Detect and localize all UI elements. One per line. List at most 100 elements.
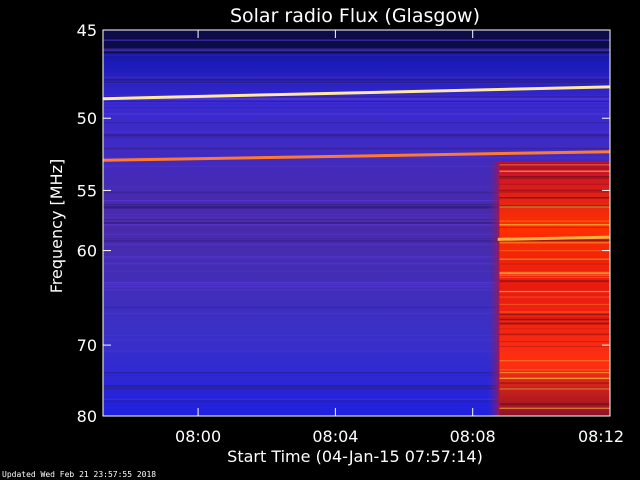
emission-line: [497, 235, 611, 241]
emission-line: [102, 85, 611, 101]
burst-stripe: [499, 382, 610, 384]
burst-stripe: [499, 290, 610, 293]
stripe: [103, 95, 610, 96]
stripe: [103, 122, 610, 124]
stripe: [103, 220, 610, 222]
burst-stripe: [499, 271, 610, 274]
stripe: [103, 98, 610, 100]
burst-stripe: [499, 206, 610, 208]
burst-stripe: [499, 258, 610, 261]
stripe: [103, 400, 610, 401]
stripe: [103, 222, 610, 224]
stripe: [103, 95, 610, 97]
burst-stripe: [499, 317, 610, 319]
burst-stripe: [499, 303, 610, 305]
burst-stripe: [499, 319, 610, 321]
burst-stripe: [499, 190, 610, 192]
stripe: [103, 339, 610, 341]
stripe: [103, 165, 610, 167]
spectrogram-stripes: [103, 39, 610, 403]
burst-stripe: [499, 388, 610, 390]
burst-stripe: [499, 280, 610, 282]
y-axis-label: Frequency [MHz]: [47, 159, 66, 293]
stripe: [103, 147, 610, 150]
stripe: [103, 244, 610, 246]
y-tick-label: 55: [77, 181, 97, 200]
burst-stripe: [499, 407, 610, 410]
stripe: [103, 223, 610, 226]
x-tick-label: 08:12: [578, 427, 624, 446]
stripe: [103, 199, 610, 202]
stripe: [103, 335, 610, 336]
stripe: [103, 233, 610, 235]
burst-stripe: [499, 259, 610, 261]
x-tick-label: 08:08: [450, 427, 496, 446]
stripe: [103, 206, 610, 209]
burst-stripe: [499, 239, 610, 242]
burst-stripe: [499, 322, 610, 324]
burst-stripe: [499, 275, 610, 276]
burst-stripe: [499, 341, 610, 343]
burst-stripe: [499, 372, 610, 374]
y-tick-label: 60: [77, 242, 97, 261]
stripe: [103, 312, 610, 314]
burst-stripe: [499, 197, 610, 199]
chart-title: Solar radio Flux (Glasgow): [230, 5, 480, 27]
burst-stripe: [499, 323, 610, 325]
stripe: [103, 79, 610, 81]
stripe: [103, 76, 610, 79]
stripe: [103, 50, 610, 52]
stripe: [103, 262, 610, 265]
burst-edge: [487, 161, 502, 416]
burst-stripe: [499, 311, 610, 313]
burst-stripe: [499, 168, 610, 170]
stripe: [103, 199, 610, 202]
burst-stripe: [499, 183, 610, 185]
stripe: [103, 206, 610, 208]
updated-timestamp: Updated Wed Feb 21 23:57:55 2018: [2, 470, 156, 479]
stripe: [103, 284, 610, 286]
stripe: [103, 237, 610, 239]
stripe: [103, 283, 610, 286]
burst-stripe: [499, 166, 610, 168]
burst-stripe: [499, 328, 610, 330]
burst-stripe: [499, 191, 610, 193]
stripe: [103, 350, 610, 352]
burst-stripe: [499, 280, 610, 283]
burst-stripe: [499, 177, 610, 179]
stripe: [103, 54, 610, 56]
stripe: [103, 107, 610, 109]
burst-stripe: [499, 313, 610, 316]
burst-stripe: [499, 333, 610, 336]
stripe: [103, 101, 610, 102]
burst-stripe: [499, 407, 610, 409]
stripe: [103, 270, 610, 273]
burst-stripe: [499, 164, 610, 166]
y-tick-label: 80: [77, 407, 97, 426]
x-axis: 08:00 08:04 08:08 08:12: [175, 30, 624, 446]
stripe: [103, 157, 610, 159]
burst-stripe: [499, 276, 610, 278]
burst-stripe: [499, 250, 610, 252]
burst-stripe: [499, 224, 610, 226]
y-axis: 45 50 55 60 70 80: [77, 21, 610, 426]
emission-line: [102, 150, 611, 162]
burst-stripe: [499, 176, 610, 178]
burst-stripe: [499, 170, 610, 172]
stripe: [103, 214, 610, 216]
stripe: [103, 284, 610, 286]
burst-stripe: [499, 346, 610, 347]
stripe: [103, 237, 610, 240]
burst-stripe: [499, 224, 610, 225]
stripe: [103, 372, 610, 374]
stripe: [103, 186, 610, 188]
burst-stripe: [499, 296, 610, 298]
stripe: [103, 206, 610, 208]
stripe: [103, 281, 610, 284]
burst-stripe: [499, 318, 610, 320]
stripe: [103, 217, 610, 219]
stripe: [103, 219, 610, 221]
stripe: [103, 387, 610, 390]
stripe: [103, 240, 610, 242]
